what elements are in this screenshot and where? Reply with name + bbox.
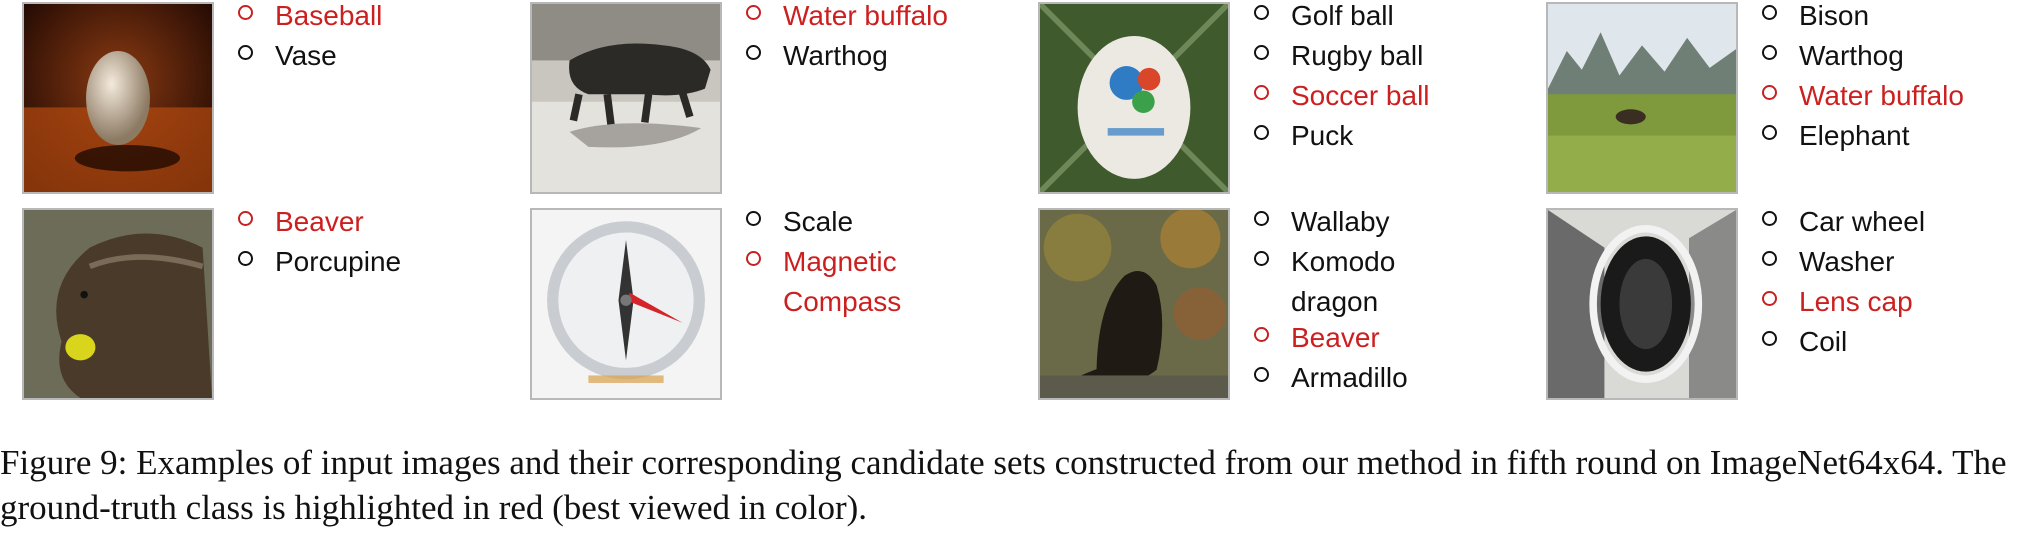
candidate-item: Golf ball: [1254, 0, 1430, 36]
radio-circle-icon: [1762, 5, 1777, 20]
input-image-thumbnail: [1546, 2, 1738, 194]
radio-circle-icon: [238, 45, 253, 60]
input-image-thumbnail: [1038, 2, 1230, 194]
candidate-item: Rugby ball: [1254, 36, 1430, 76]
input-image-thumbnail: [22, 208, 214, 400]
candidate-set: Water buffalo Warthog: [746, 0, 948, 76]
radio-circle-icon: [1254, 125, 1269, 140]
candidate-item: Washer: [1762, 242, 1925, 282]
radio-circle-icon: [746, 45, 761, 60]
radio-circle-icon: [1762, 251, 1777, 266]
candidate-item: Porcupine: [238, 242, 401, 282]
example-panel: Bison Warthog Water buffalo Elephant: [1524, 0, 2024, 202]
example-panel: Water buffalo Warthog: [508, 0, 1008, 202]
radio-circle-icon: [1762, 331, 1777, 346]
candidate-item: Komodo dragon: [1254, 242, 1408, 322]
example-panel: Baseball Vase: [0, 0, 500, 202]
candidate-item: Scale: [746, 202, 901, 242]
radio-circle-icon: [1254, 5, 1269, 20]
example-panel: Wallaby Komodo dragon Beaver Armadillo: [1016, 206, 1516, 408]
candidate-item: Bison: [1762, 0, 1964, 36]
candidate-item: Coil: [1762, 322, 1925, 362]
candidate-item: Lens cap: [1762, 282, 1925, 322]
candidate-item: Vase: [238, 36, 382, 76]
candidate-set: Beaver Porcupine: [238, 202, 401, 282]
candidate-item: Water buffalo: [1762, 76, 1964, 116]
radio-circle-icon: [746, 211, 761, 226]
radio-circle-icon: [746, 5, 761, 20]
radio-circle-icon: [1254, 367, 1269, 382]
candidate-item: Soccer ball: [1254, 76, 1430, 116]
radio-circle-icon: [1762, 45, 1777, 60]
candidate-item: Wallaby: [1254, 202, 1408, 242]
radio-circle-icon: [238, 5, 253, 20]
candidate-item: Car wheel: [1762, 202, 1925, 242]
radio-circle-icon: [1254, 251, 1269, 266]
input-image-thumbnail: [530, 208, 722, 400]
input-image-thumbnail: [1038, 208, 1230, 400]
radio-circle-icon: [1762, 85, 1777, 100]
input-image-thumbnail: [1546, 208, 1738, 400]
candidate-set: Wallaby Komodo dragon Beaver Armadillo: [1254, 202, 1408, 398]
example-panel: Car wheel Washer Lens cap Coil: [1524, 206, 2024, 408]
candidate-item: Beaver: [238, 202, 401, 242]
radio-circle-icon: [746, 251, 761, 266]
candidate-item: Warthog: [1762, 36, 1964, 76]
candidate-item: Beaver: [1254, 318, 1408, 358]
candidate-item: Elephant: [1762, 116, 1964, 156]
example-panel: Golf ball Rugby ball Soccer ball Puck: [1016, 0, 1516, 202]
example-panel: Beaver Porcupine: [0, 206, 500, 408]
radio-circle-icon: [1762, 211, 1777, 226]
candidate-set: Bison Warthog Water buffalo Elephant: [1762, 0, 1964, 156]
candidate-item: Armadillo: [1254, 358, 1408, 398]
input-image-thumbnail: [530, 2, 722, 194]
candidate-item: Warthog: [746, 36, 948, 76]
radio-circle-icon: [1254, 327, 1269, 342]
candidate-set: Golf ball Rugby ball Soccer ball Puck: [1254, 0, 1430, 156]
candidate-set: Car wheel Washer Lens cap Coil: [1762, 202, 1925, 362]
candidate-item: Magnetic Compass: [746, 242, 901, 322]
candidate-item: Water buffalo: [746, 0, 948, 36]
candidate-item: Baseball: [238, 0, 382, 36]
radio-circle-icon: [1762, 125, 1777, 140]
input-image-thumbnail: [22, 2, 214, 194]
radio-circle-icon: [1762, 291, 1777, 306]
radio-circle-icon: [1254, 85, 1269, 100]
candidate-set: Baseball Vase: [238, 0, 382, 76]
candidate-set: Scale Magnetic Compass: [746, 202, 901, 322]
radio-circle-icon: [238, 251, 253, 266]
candidate-item: Puck: [1254, 116, 1430, 156]
example-panel: Scale Magnetic Compass: [508, 206, 1008, 408]
figure-caption: Figure 9: Examples of input images and t…: [0, 443, 2007, 527]
radio-circle-icon: [1254, 45, 1269, 60]
radio-circle-icon: [238, 211, 253, 226]
radio-circle-icon: [1254, 211, 1269, 226]
